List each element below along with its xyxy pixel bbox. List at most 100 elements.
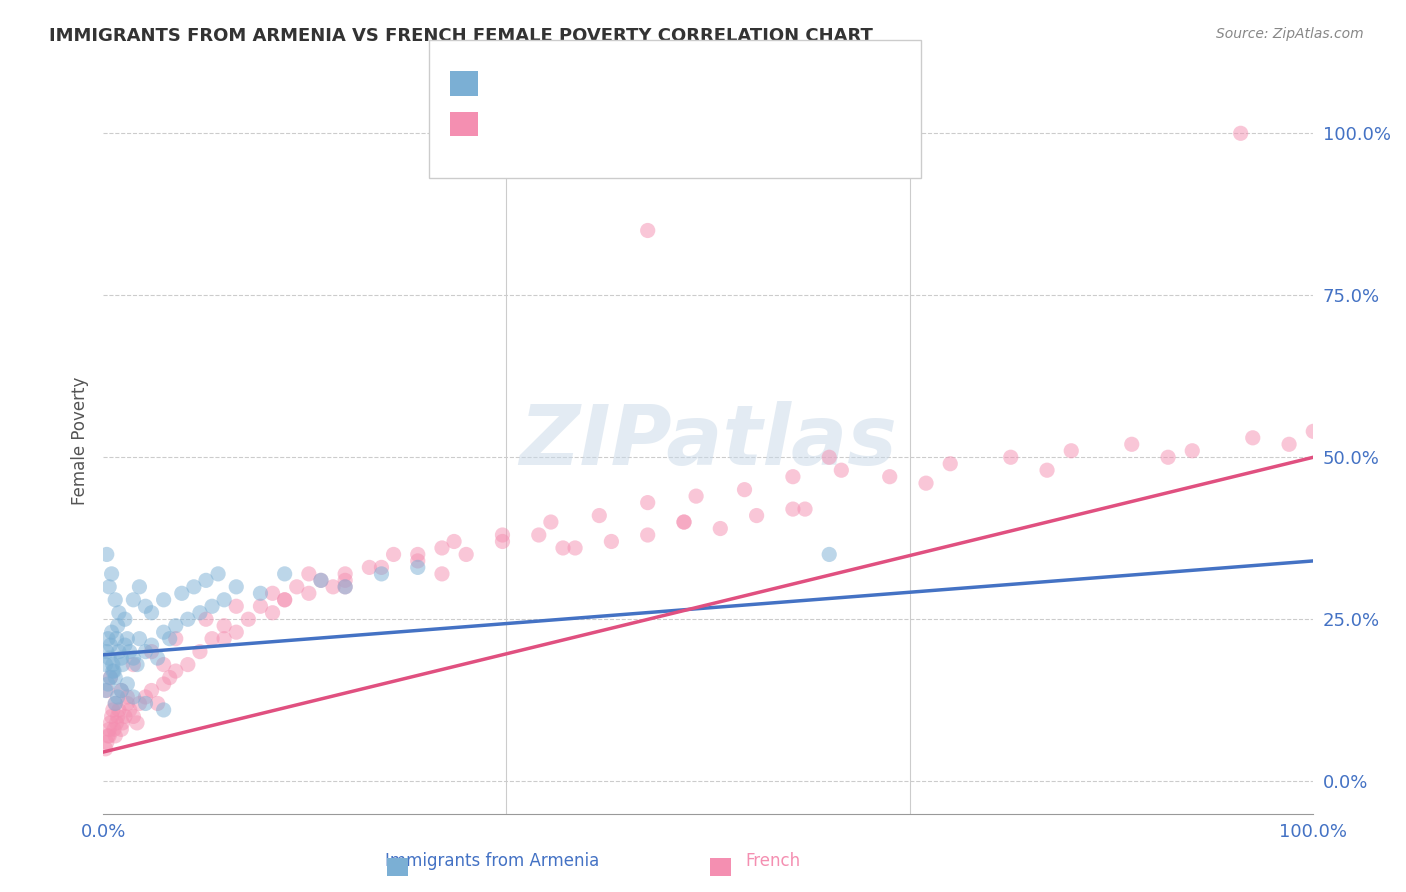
French [406,548,429,562]
French [273,592,295,607]
French [370,560,392,574]
Immigrants from Armenia [122,690,145,704]
Immigrants from Armenia [101,664,124,678]
Immigrants from Armenia [111,657,134,672]
French [672,515,695,529]
French [491,528,513,542]
Immigrants from Armenia [188,606,211,620]
Immigrants from Armenia [105,632,128,646]
Immigrants from Armenia [122,651,145,665]
French [108,703,131,717]
French [238,612,260,626]
Immigrants from Armenia [152,703,174,717]
Text: Immigrants from Armenia: Immigrants from Armenia [385,852,599,870]
French [782,502,804,516]
Immigrants from Armenia [103,664,125,678]
French [114,709,136,723]
French [125,715,148,730]
Immigrants from Armenia [96,548,118,562]
Immigrants from Armenia [94,683,117,698]
French [212,632,235,646]
French [879,469,901,483]
French [830,463,852,477]
French [406,554,429,568]
Immigrants from Armenia [98,651,121,665]
French [165,632,187,646]
Immigrants from Armenia [114,612,136,626]
French [782,469,804,483]
Immigrants from Armenia [134,645,156,659]
Immigrants from Armenia [170,586,193,600]
Immigrants from Armenia [98,580,121,594]
Immigrants from Armenia [249,586,271,600]
French [122,709,145,723]
French [104,697,127,711]
French [685,489,707,503]
French [159,671,181,685]
French [122,657,145,672]
Immigrants from Armenia [107,618,129,632]
Immigrants from Armenia [141,638,163,652]
French [146,697,169,711]
French [333,580,356,594]
French [430,566,453,581]
Immigrants from Armenia [128,632,150,646]
Immigrants from Armenia [118,645,141,659]
French [298,586,321,600]
Immigrants from Armenia [406,560,429,574]
French [1302,425,1324,439]
Immigrants from Armenia [101,657,124,672]
Immigrants from Armenia [100,638,122,652]
French [101,703,124,717]
French [1229,126,1251,140]
French [382,548,405,562]
Immigrants from Armenia [195,574,218,588]
French [430,541,453,555]
French [100,715,122,730]
Immigrants from Armenia [818,548,841,562]
French [96,683,118,698]
French [103,723,125,737]
Text: R =  0.545   N =  102: R = 0.545 N = 102 [464,114,673,132]
French [600,534,623,549]
French [285,580,308,594]
French [745,508,768,523]
Immigrants from Armenia [183,580,205,594]
Immigrants from Armenia [128,580,150,594]
French [564,541,586,555]
French [1036,463,1059,477]
Immigrants from Armenia [96,645,118,659]
French [165,664,187,678]
French [104,729,127,743]
French [1181,443,1204,458]
French [107,709,129,723]
French [195,612,218,626]
Immigrants from Armenia [117,677,139,691]
French [98,723,121,737]
French [100,671,122,685]
French [1157,450,1180,465]
French [118,703,141,717]
Immigrants from Armenia [114,638,136,652]
French [117,690,139,704]
French [443,534,465,549]
Immigrants from Armenia [104,592,127,607]
French [333,574,356,588]
French [540,515,562,529]
French [672,515,695,529]
Immigrants from Armenia [94,657,117,672]
French [100,709,122,723]
Immigrants from Armenia [165,618,187,632]
Immigrants from Armenia [201,599,224,614]
Text: IMMIGRANTS FROM ARMENIA VS FRENCH FEMALE POVERTY CORRELATION CHART: IMMIGRANTS FROM ARMENIA VS FRENCH FEMALE… [49,27,873,45]
Immigrants from Armenia [225,580,247,594]
Immigrants from Armenia [97,677,120,691]
French [734,483,756,497]
Immigrants from Armenia [212,592,235,607]
Immigrants from Armenia [159,632,181,646]
Immigrants from Armenia [146,651,169,665]
French [98,729,121,743]
Immigrants from Armenia [333,580,356,594]
French [1121,437,1143,451]
French [794,502,817,516]
